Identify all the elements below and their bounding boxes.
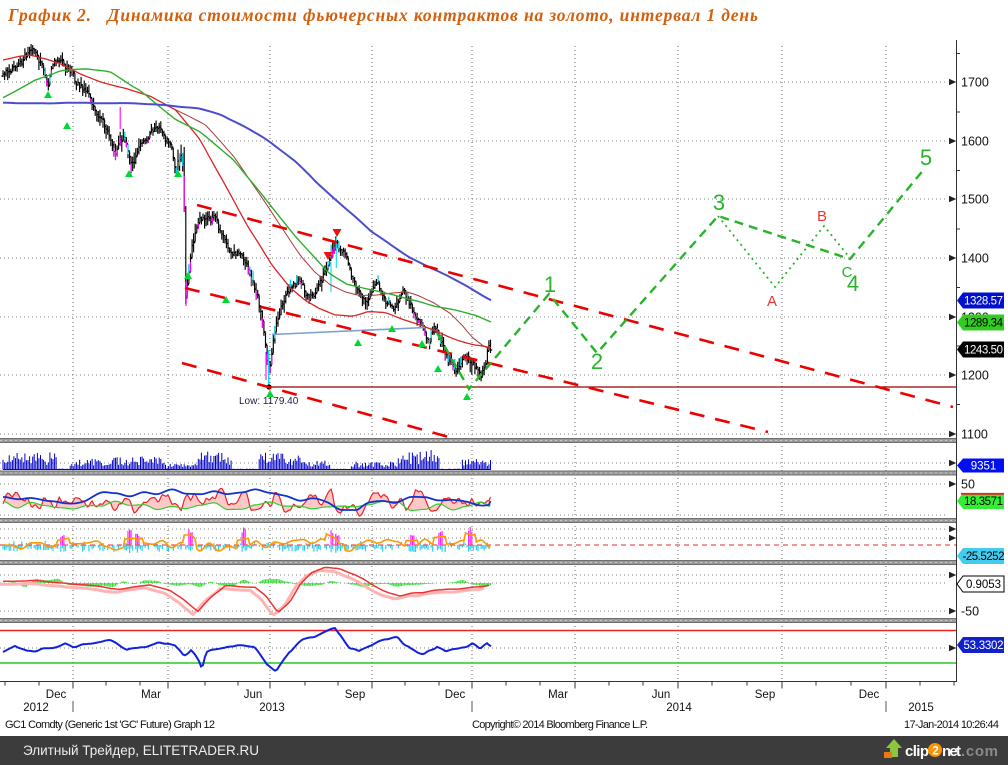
svg-text:1700: 1700 bbox=[961, 76, 989, 90]
svg-text:2013: 2013 bbox=[259, 702, 285, 714]
svg-text:clip: clip bbox=[905, 743, 929, 760]
svg-text:.com: .com bbox=[961, 743, 998, 760]
svg-text:1243.50: 1243.50 bbox=[964, 345, 1003, 357]
svg-text:Dec: Dec bbox=[46, 689, 67, 701]
svg-text:2: 2 bbox=[932, 744, 939, 758]
svg-text:1289.34: 1289.34 bbox=[964, 318, 1004, 330]
svg-text:-50: -50 bbox=[961, 605, 979, 619]
svg-text:2014: 2014 bbox=[666, 702, 692, 714]
svg-text:A: A bbox=[767, 293, 777, 310]
svg-text:4: 4 bbox=[847, 271, 859, 296]
svg-text:0.9053: 0.9053 bbox=[966, 579, 1001, 591]
svg-text:-25.5252: -25.5252 bbox=[963, 551, 1005, 563]
svg-text:3: 3 bbox=[713, 190, 725, 215]
svg-text:Sep: Sep bbox=[755, 689, 775, 701]
svg-text:1200: 1200 bbox=[961, 369, 989, 383]
svg-text:1100: 1100 bbox=[961, 428, 988, 442]
svg-text:2015: 2015 bbox=[908, 702, 934, 714]
svg-text:1400: 1400 bbox=[961, 252, 989, 266]
svg-text:Dec: Dec bbox=[445, 689, 466, 701]
svg-text:1328.57: 1328.57 bbox=[964, 296, 1003, 308]
svg-text:18.3571: 18.3571 bbox=[964, 496, 1003, 508]
svg-text:C: C bbox=[842, 264, 853, 281]
svg-text:1: 1 bbox=[544, 272, 556, 297]
svg-text:Dec: Dec bbox=[859, 689, 880, 701]
svg-text:График 2. Динамика стоимости: График 2. Динамика стоимости фьючерсных … bbox=[7, 5, 758, 25]
svg-text:53.3302: 53.3302 bbox=[964, 640, 1004, 652]
svg-text:Low: 1179.40: Low: 1179.40 bbox=[239, 396, 299, 407]
svg-text:Jun: Jun bbox=[244, 689, 263, 701]
svg-text:Mar: Mar bbox=[141, 689, 161, 701]
svg-text:5: 5 bbox=[920, 145, 932, 170]
svg-text:9351: 9351 bbox=[971, 461, 997, 473]
svg-text:2012: 2012 bbox=[23, 702, 49, 714]
svg-text:1600: 1600 bbox=[961, 135, 989, 149]
svg-text:net: net bbox=[942, 743, 961, 760]
svg-text:Sep: Sep bbox=[345, 689, 365, 701]
svg-text:Элитный Трейдер, ELITETRADER.R: Элитный Трейдер, ELITETRADER.RU bbox=[23, 743, 259, 758]
svg-text:Mar: Mar bbox=[548, 689, 568, 701]
svg-text:Jun: Jun bbox=[652, 689, 671, 701]
svg-text:B: B bbox=[817, 208, 827, 225]
svg-text:50: 50 bbox=[961, 478, 975, 492]
svg-text:17-Jan-2014 10:26:44: 17-Jan-2014 10:26:44 bbox=[904, 719, 999, 731]
svg-text:2: 2 bbox=[591, 349, 603, 374]
svg-text:GC1 Comdty (Generic 1st 'GC' F: GC1 Comdty (Generic 1st 'GC' Future) Gra… bbox=[5, 719, 215, 731]
svg-text:Copyright© 2014 Bloomberg Fina: Copyright© 2014 Bloomberg Finance L.P. bbox=[472, 719, 648, 731]
svg-text:1500: 1500 bbox=[961, 193, 989, 207]
